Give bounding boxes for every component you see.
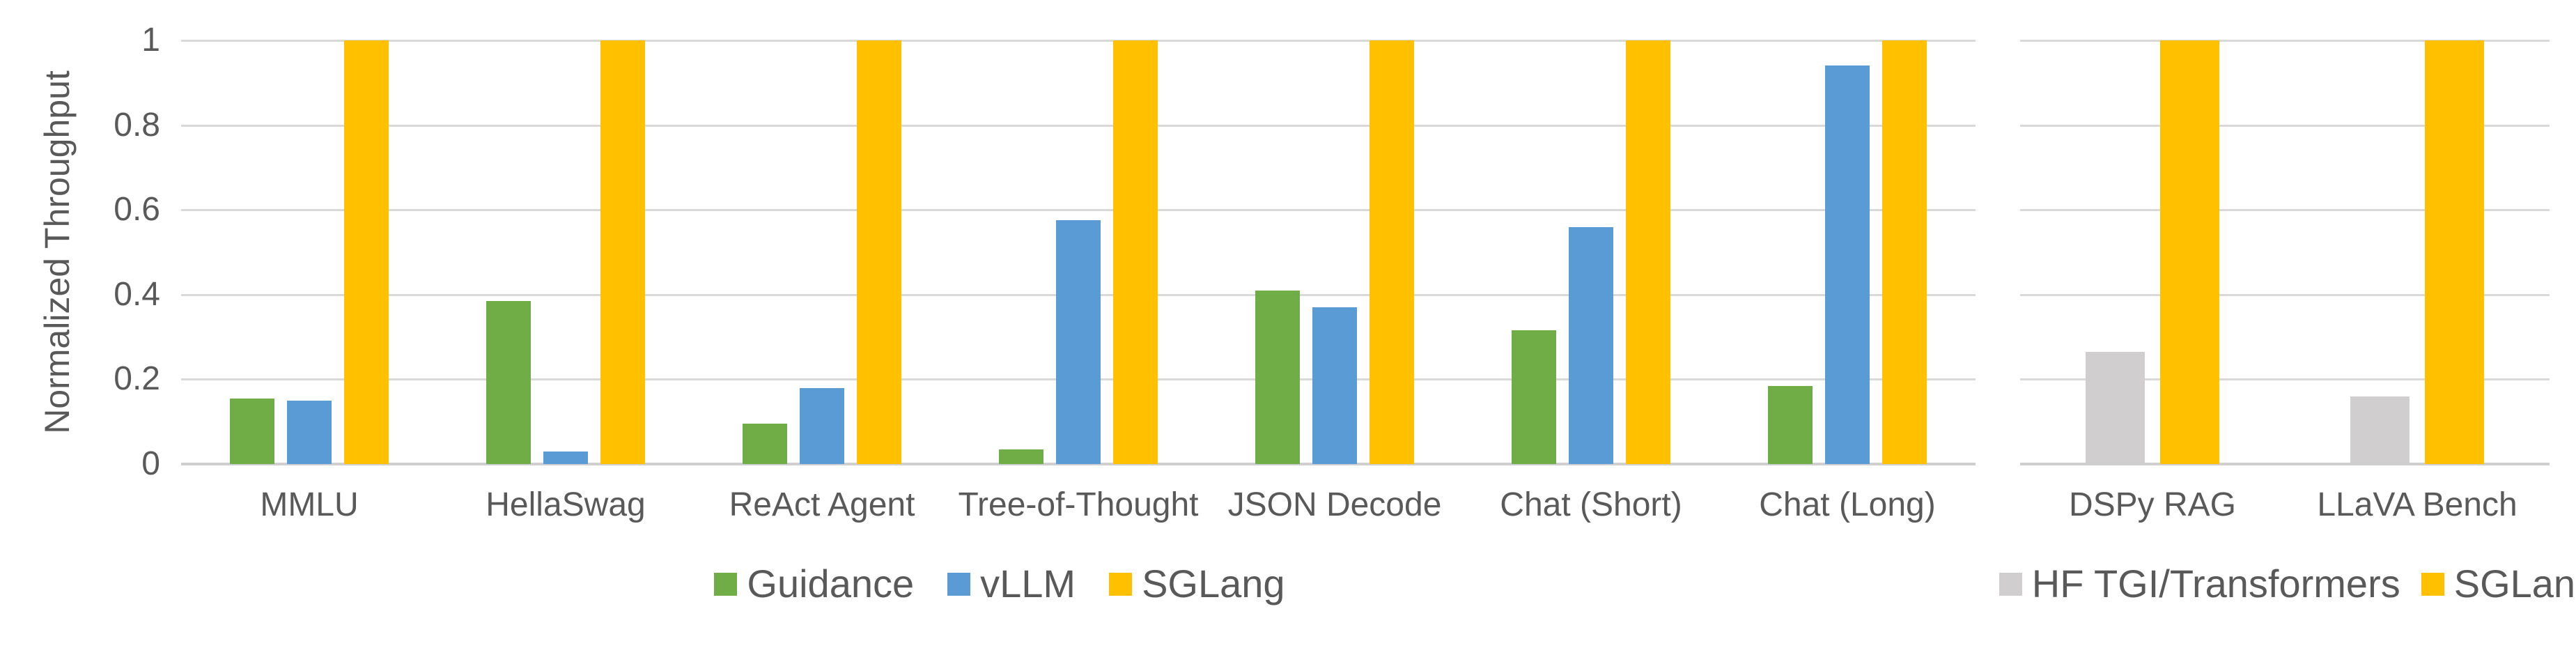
bar-sglang-llava-bench [2425, 40, 2484, 464]
bar-guidance-chat-long [1768, 385, 1813, 464]
bar-sglang-tree-of-thought [1113, 40, 1158, 464]
gridline [2020, 124, 2550, 127]
x-axis-label-llava-bench: LLaVA Bench [2317, 486, 2517, 523]
legend-swatch-icon [714, 572, 738, 596]
bar-group-tree-of-thought [950, 40, 1206, 464]
x-axis-line [181, 463, 1976, 465]
x-axis-label-mmlu: MMLU [260, 486, 359, 523]
bar-guidance-json-decode [1255, 290, 1300, 464]
legend-swatch-icon [947, 572, 971, 596]
y-tick-label-0-4: 0.4 [114, 275, 160, 313]
legend-item-sglang: SGLang [1109, 562, 1285, 606]
x-axis-label-json-decode: JSON Decode [1227, 486, 1442, 523]
gridline [2020, 293, 2550, 296]
bar-group-json-decode [1206, 40, 1463, 464]
bar-group-llava-bench [2285, 40, 2550, 464]
gridline [181, 124, 1976, 127]
bar-hf-tgi-transformers-llava-bench [2350, 396, 2410, 464]
x-axis-line [2020, 463, 2550, 465]
x-axis-label-dspy-rag: DSPy RAG [2068, 486, 2237, 523]
legend: HF TGI/Transformers SGLang [1999, 562, 2576, 606]
legend-label: Guidance [747, 562, 915, 605]
bar-guidance-chat-short [1512, 330, 1556, 464]
legend-label: SGLang [2453, 562, 2576, 605]
bar-group-hellaswag [437, 40, 694, 464]
legend: Guidance vLLM SGLang [0, 562, 1999, 606]
x-axis-labels: DSPy RAG LLaVA Bench [2020, 484, 2550, 526]
x-axis-label-chat-long: Chat (Long) [1759, 486, 1936, 523]
x-axis-label-hellaswag: HellaSwag [486, 486, 646, 523]
right-throughput-chart: DSPy RAG LLaVA Bench HF TGI/Transformers S… [1999, 0, 2576, 648]
y-tick-label-0-6: 0.6 [114, 191, 160, 229]
y-tick-label-0-2: 0.2 [114, 360, 160, 398]
legend-item-guidance: Guidance [714, 562, 914, 606]
bar-group-react-agent [694, 40, 950, 464]
y-tick-label-0: 0 [141, 445, 160, 482]
bar-hf-tgi-transformers-dspy-rag [2086, 351, 2145, 464]
legend-label: vLLM [980, 562, 1076, 605]
legend-item-hf-tgi-transformers: HF TGI/Transformers [1999, 562, 2400, 606]
y-tick-label-1: 1 [141, 22, 160, 59]
bar-vllm-chat-long [1825, 65, 1870, 464]
bar-vllm-react-agent [800, 387, 844, 464]
bar-vllm-mmlu [287, 400, 332, 464]
bar-group-dspy-rag [2020, 40, 2285, 464]
bar-sglang-hellaswag [600, 40, 645, 464]
bar-vllm-json-decode [1312, 307, 1357, 464]
legend-item-vllm: vLLM [947, 562, 1076, 606]
bar-group-chat-long [1719, 40, 1976, 464]
x-axis-label-react-agent: ReAct Agent [729, 486, 915, 523]
legend-label: HF TGI/Transformers [2031, 562, 2400, 605]
y-tick-label-0-8: 0.8 [114, 106, 160, 144]
bar-group-mmlu [181, 40, 437, 464]
left-throughput-chart: Normalized Throughput 1 0.8 0.6 0.4 0.2 0 MML… [0, 22, 1999, 606]
legend-label: SGLang [1142, 562, 1285, 605]
bar-guidance-mmlu [230, 398, 274, 464]
gridline [2020, 40, 2550, 42]
x-axis-label-chat-short: Chat (Short) [1500, 486, 1682, 523]
bar-vllm-chat-short [1569, 226, 1613, 464]
legend-item-sglang: SGLang [2421, 562, 2576, 606]
bar-sglang-chat-long [1882, 40, 1927, 464]
bar-sglang-json-decode [1370, 40, 1414, 464]
bar-sglang-react-agent [857, 40, 901, 464]
x-axis-labels: MMLU HellaSwag ReAct Agent Tree-of-Thought J… [181, 484, 1976, 526]
legend-swatch-icon [1109, 572, 1133, 596]
plot-area [181, 40, 1976, 465]
gridline [2020, 209, 2550, 212]
gridline [2020, 378, 2550, 381]
bar-guidance-react-agent [743, 424, 787, 464]
gridline [181, 209, 1976, 212]
legend-swatch-icon [1999, 572, 2022, 596]
bar-vllm-tree-of-thought [1056, 220, 1101, 464]
bar-sglang-mmlu [344, 40, 389, 464]
bar-vllm-hellaswag [543, 451, 588, 464]
plot-area [2020, 40, 2550, 465]
bar-guidance-hellaswag [486, 300, 531, 464]
bar-group-chat-short [1463, 40, 1719, 464]
legend-swatch-icon [2421, 572, 2444, 596]
bar-guidance-tree-of-thought [999, 449, 1043, 464]
bar-sglang-chat-short [1626, 40, 1670, 464]
x-axis-label-tree-of-thought: Tree-of-Thought [958, 486, 1199, 523]
bar-sglang-dspy-rag [2160, 40, 2219, 464]
gridline [181, 40, 1976, 42]
